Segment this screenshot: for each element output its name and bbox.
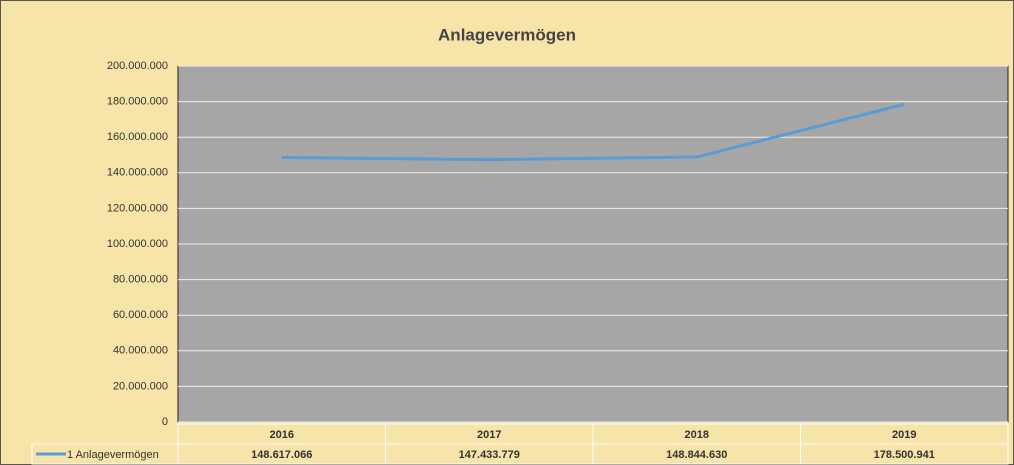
- y-tick-label: 140.000.000: [107, 167, 168, 179]
- y-tick-label: 40.000.000: [113, 345, 168, 357]
- y-tick-label: 100.000.000: [107, 238, 168, 250]
- y-tick-label: 20.000.000: [113, 380, 168, 392]
- y-tick-label: 80.000.000: [113, 274, 168, 286]
- data-label: 147.433.779: [459, 449, 520, 461]
- x-tick-label: 2016: [270, 429, 294, 441]
- x-tick-label: 2019: [892, 429, 916, 441]
- data-label: 178.500.941: [874, 449, 935, 461]
- y-tick-label: 120.000.000: [107, 202, 168, 214]
- x-tick-label: 2018: [685, 429, 709, 441]
- y-tick-label: 60.000.000: [113, 309, 168, 321]
- x-tick-label: 2017: [477, 429, 501, 441]
- data-label: 148.617.066: [251, 449, 312, 461]
- y-tick-label: 160.000.000: [107, 131, 168, 143]
- legend-label: 1 Anlagevermögen: [67, 449, 159, 461]
- y-tick-label: 200.000.000: [107, 60, 168, 72]
- y-tick-label: 0: [162, 416, 168, 428]
- y-tick-label: 180.000.000: [107, 96, 168, 108]
- line-series: [281, 102, 905, 162]
- data-label: 148.844.630: [666, 449, 727, 461]
- chart-title: Anlagevermögen: [438, 25, 576, 44]
